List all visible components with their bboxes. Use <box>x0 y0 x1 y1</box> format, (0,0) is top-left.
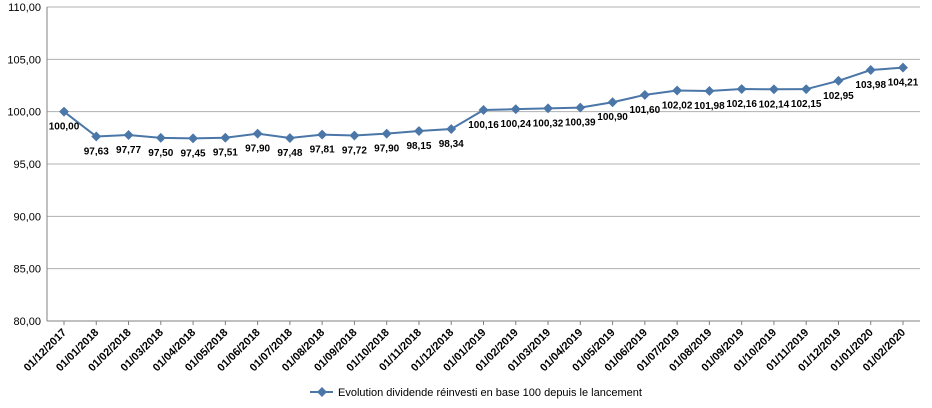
y-tick-label: 95,00 <box>13 159 41 171</box>
y-axis: 80,00 85,00 90,00 95,00 100,00 105,00 110,00 <box>7 2 48 328</box>
data-label: 102,14 <box>759 99 790 110</box>
data-point <box>91 131 102 142</box>
data-point <box>155 132 166 143</box>
data-label: 102,16 <box>726 99 757 110</box>
data-point <box>768 84 779 95</box>
legend: Evolution dividende réinvesti en base 10… <box>310 387 642 399</box>
x-axis: 01/12/201701/01/201801/02/201801/03/2018… <box>22 320 920 374</box>
data-point <box>414 126 424 136</box>
data-point <box>252 128 263 139</box>
data-label: 100,39 <box>565 118 596 129</box>
data-label: 102,95 <box>823 91 854 102</box>
data-point <box>704 85 715 96</box>
data-point <box>865 65 876 75</box>
data-point <box>672 85 683 96</box>
y-tick-label: 90,00 <box>13 211 41 223</box>
data-point <box>898 62 908 73</box>
data-label: 101,60 <box>630 105 661 116</box>
data-point <box>833 75 844 86</box>
y-tick-label: 85,00 <box>13 264 41 276</box>
data-label: 97,90 <box>374 144 399 155</box>
data-point <box>736 84 747 95</box>
data-label: 97,77 <box>116 145 141 156</box>
data-point <box>317 129 328 140</box>
data-label: 97,51 <box>213 148 238 159</box>
data-label: 102,02 <box>662 101 693 112</box>
data-labels: 100,00 97,63 97,77 97,50 97,45 97,51 97,90 97,4… <box>49 78 919 160</box>
data-label: 101,98 <box>694 101 725 112</box>
data-label: 100,90 <box>597 112 628 123</box>
data-point <box>381 128 392 139</box>
data-label: 100,32 <box>533 118 564 129</box>
data-point <box>575 102 586 113</box>
data-point <box>607 97 618 108</box>
data-label: 98,15 <box>406 141 431 152</box>
data-point <box>510 104 521 115</box>
data-label: 97,90 <box>245 144 270 155</box>
data-point <box>801 84 812 95</box>
grid <box>47 6 920 322</box>
data-point <box>123 130 134 140</box>
y-tick-label: 80,00 <box>13 316 41 328</box>
y-tick-label: 110,00 <box>8 2 41 14</box>
data-label: 97,72 <box>342 146 367 157</box>
data-label: 97,50 <box>148 148 173 159</box>
data-label: 97,63 <box>84 146 109 157</box>
data-label: 100,00 <box>49 122 80 133</box>
data-label: 97,45 <box>181 148 206 159</box>
data-label: 102,15 <box>791 99 822 110</box>
data-point <box>284 133 295 143</box>
legend-label: Evolution dividende réinvesti en base 10… <box>338 387 642 399</box>
data-point <box>446 124 457 134</box>
data-label: 97,48 <box>277 148 302 159</box>
data-label: 100,16 <box>468 120 499 131</box>
legend-marker-icon <box>317 387 327 397</box>
data-label: 98,34 <box>439 139 464 150</box>
data-label: 97,81 <box>310 145 335 156</box>
y-tick-label: 105,00 <box>7 54 41 66</box>
data-label: 103,98 <box>855 80 886 91</box>
data-point <box>59 106 69 117</box>
data-point <box>349 130 360 141</box>
data-point <box>188 133 199 144</box>
y-tick-label: 100,00 <box>7 107 41 119</box>
series <box>59 62 908 144</box>
data-point <box>220 132 231 143</box>
data-point <box>478 105 489 115</box>
data-label: 100,24 <box>500 119 531 130</box>
data-point <box>639 89 650 100</box>
data-label: 104,21 <box>888 78 919 89</box>
data-point <box>543 103 553 114</box>
